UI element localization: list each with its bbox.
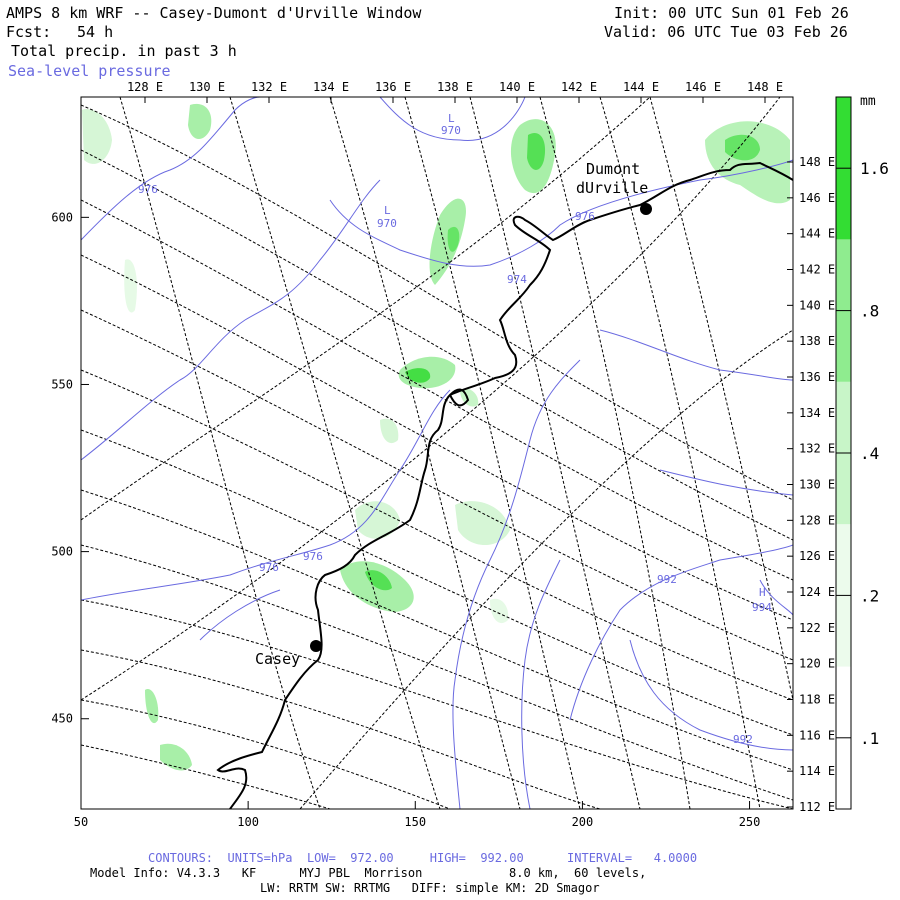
contour-label: 976 bbox=[138, 183, 158, 196]
right-lon-label: 128 E bbox=[799, 513, 835, 527]
top-lon-label: 128 E bbox=[127, 80, 163, 94]
right-lon-label: 136 E bbox=[799, 370, 835, 384]
right-lon-label: 120 E bbox=[799, 657, 835, 671]
right-lon-label: 144 E bbox=[799, 227, 835, 241]
right-lon-label: 138 E bbox=[799, 334, 835, 348]
right-lon-label: 116 E bbox=[799, 728, 835, 742]
right-lon-label: 114 E bbox=[799, 764, 835, 778]
colorbar-unit: mm bbox=[860, 94, 876, 109]
axes-layer: 50 100 150 200 250 450 500 550 600 128 E 130 E 132 … bbox=[51, 80, 835, 829]
high-marker: H bbox=[759, 586, 766, 599]
right-lon-label: 134 E bbox=[799, 406, 835, 420]
right-lon-label: 126 E bbox=[799, 549, 835, 563]
overlay-name: Sea-level pressure bbox=[8, 62, 171, 80]
forecast-hours: 54 h bbox=[77, 23, 114, 41]
x-tick-label: 200 bbox=[572, 815, 594, 829]
contour-label: 976 bbox=[303, 550, 323, 563]
top-lon-label: 136 E bbox=[375, 80, 411, 94]
colorbar-label: .4 bbox=[860, 444, 879, 463]
contour-label: 992 bbox=[733, 733, 753, 746]
right-lon-label: 140 E bbox=[799, 298, 835, 312]
x-tick-label: 50 bbox=[74, 815, 88, 829]
low-marker: L bbox=[448, 112, 455, 125]
low-marker: L bbox=[384, 204, 391, 217]
latlon-grid bbox=[81, 97, 793, 809]
low-value: 970 bbox=[377, 217, 397, 230]
durville-label: dUrville bbox=[576, 179, 648, 197]
x-tick-label: 100 bbox=[237, 815, 259, 829]
right-lon-label: 132 E bbox=[799, 442, 835, 456]
top-lon-label: 130 E bbox=[189, 80, 225, 94]
colorbar-label: .1 bbox=[860, 729, 879, 748]
top-lon-label: 132 E bbox=[251, 80, 287, 94]
coastline bbox=[216, 161, 793, 809]
colorbar-label: 1.6 bbox=[860, 159, 889, 178]
contour-info: CONTOURS: UNITS=hPa LOW= 972.00 HIGH= 99… bbox=[148, 851, 698, 865]
low-value: 970 bbox=[441, 124, 461, 137]
right-lon-label: 142 E bbox=[799, 263, 835, 277]
plot-frame bbox=[80, 96, 794, 810]
y-tick-label: 450 bbox=[51, 712, 73, 726]
model-info: Model Info: V4.3.3 KF MYJ PBL Morrison 8… bbox=[90, 866, 647, 880]
top-lon-label: 134 E bbox=[313, 80, 349, 94]
field-name: Total precip. in past 3 h bbox=[11, 42, 237, 60]
pressure-contours bbox=[81, 97, 793, 809]
right-lon-label: 146 E bbox=[799, 191, 835, 205]
dumont-marker bbox=[640, 203, 652, 215]
x-tick-label: 250 bbox=[739, 815, 761, 829]
right-lon-label: 148 E bbox=[799, 155, 835, 169]
top-lon-label: 146 E bbox=[685, 80, 721, 94]
pressure-labels: L 970 L 970 976 976 974 976 976 992 H 99… bbox=[138, 112, 772, 746]
colorbar-label: .8 bbox=[860, 302, 879, 321]
right-lon-label: 112 E bbox=[799, 800, 835, 814]
contour-label: 976 bbox=[575, 210, 595, 223]
y-tick-label: 550 bbox=[51, 377, 73, 391]
contour-label: 992 bbox=[657, 573, 677, 586]
y-tick-label: 500 bbox=[51, 545, 73, 559]
contour-label: 974 bbox=[507, 273, 527, 286]
right-lon-label: 118 E bbox=[799, 693, 835, 707]
right-lon-label: 122 E bbox=[799, 621, 835, 635]
y-tick-label: 600 bbox=[51, 210, 73, 224]
casey-marker bbox=[310, 640, 322, 652]
right-lon-label: 124 E bbox=[799, 585, 835, 599]
x-tick-label: 150 bbox=[404, 815, 426, 829]
map-title: AMPS 8 km WRF -- Casey-Dumont d'Urville … bbox=[6, 4, 422, 22]
top-lon-label: 148 E bbox=[747, 80, 783, 94]
dumont-label: Dumont bbox=[586, 160, 640, 178]
forecast-label: Fcst: bbox=[6, 23, 52, 41]
colorbar-label: .2 bbox=[860, 586, 879, 605]
valid-time: Valid: 06 UTC Tue 03 Feb 26 bbox=[604, 23, 848, 41]
physics-info: LW: RRTM SW: RRTMG DIFF: simple KM: 2D S… bbox=[260, 881, 600, 895]
colorbar: .1 .2 .4 .8 1.6 mm bbox=[835, 94, 889, 810]
precip-shading bbox=[82, 103, 790, 771]
high-value: 994 bbox=[752, 601, 772, 614]
top-lon-label: 138 E bbox=[437, 80, 473, 94]
contour-label: 976 bbox=[259, 561, 279, 574]
top-lon-label: 144 E bbox=[623, 80, 659, 94]
top-lon-label: 140 E bbox=[499, 80, 535, 94]
init-time: Init: 00 UTC Sun 01 Feb 26 bbox=[614, 4, 849, 22]
casey-label: Casey bbox=[255, 650, 300, 668]
right-lon-label: 130 E bbox=[799, 478, 835, 492]
top-lon-label: 142 E bbox=[561, 80, 597, 94]
